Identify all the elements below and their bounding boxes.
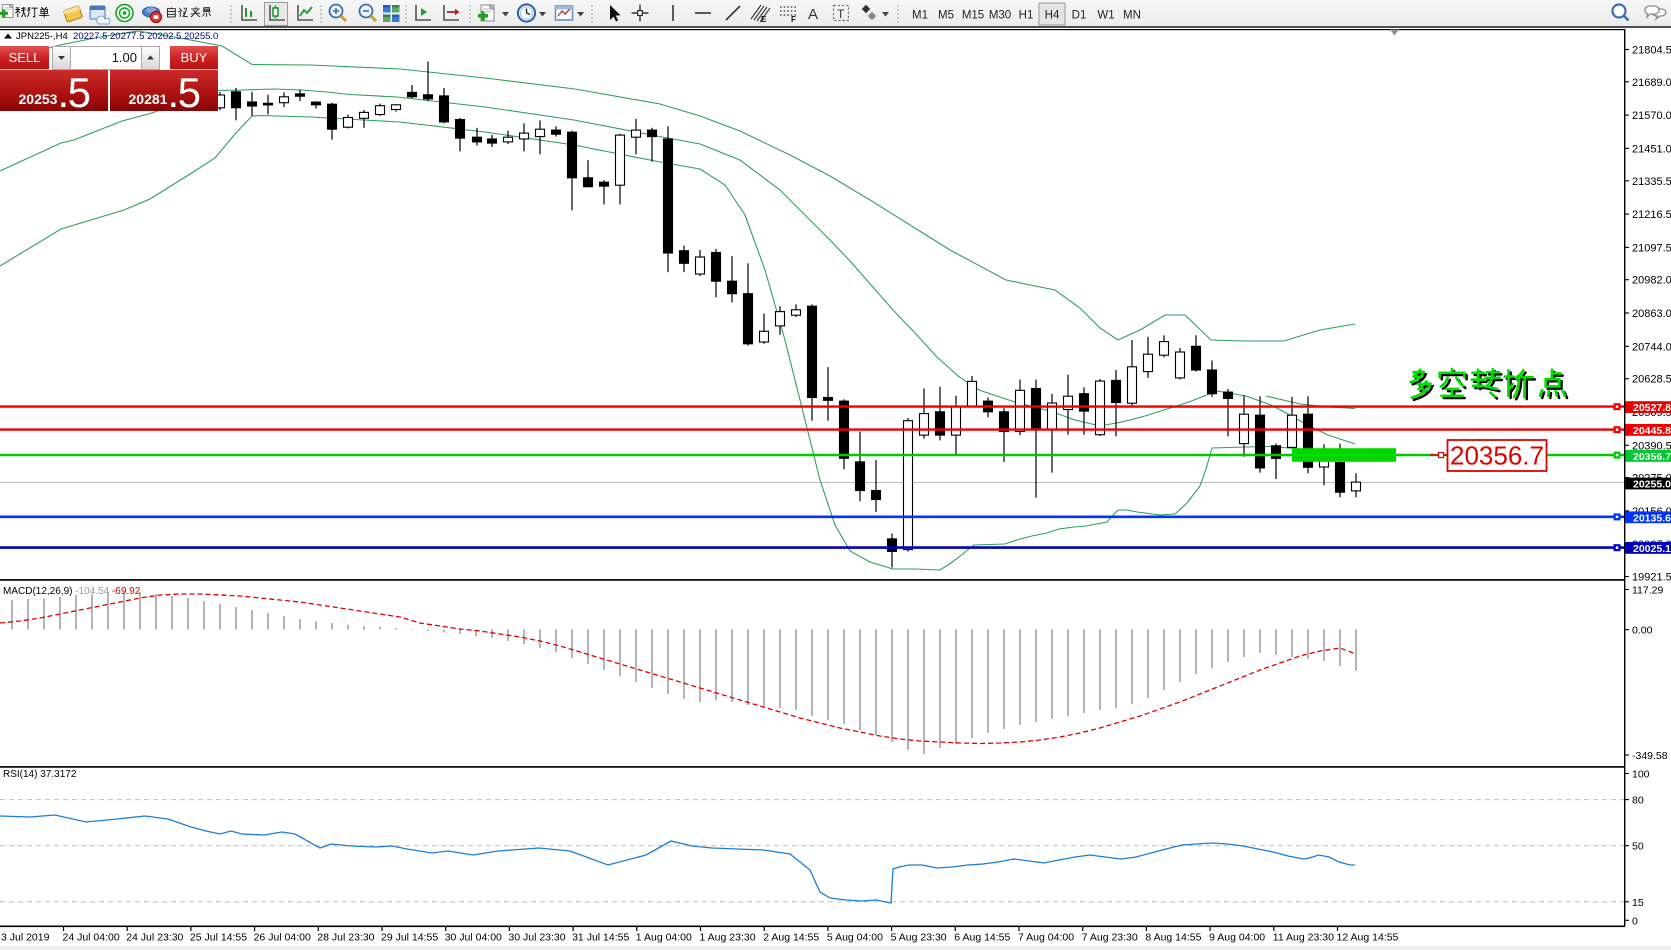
svg-text:24 Jul 04:00: 24 Jul 04:00 [63,932,120,944]
svg-text:0.00: 0.00 [1632,625,1653,637]
svg-text:0: 0 [1632,915,1638,927]
svg-text:30 Jul 23:30: 30 Jul 23:30 [508,932,565,944]
svg-text:MN: MN [1123,10,1141,22]
svg-text:T: T [837,7,845,21]
svg-text:50: 50 [1632,841,1644,853]
svg-text:21804.5: 21804.5 [1632,45,1671,57]
svg-text:W1: W1 [1097,10,1114,22]
svg-text:A: A [808,6,818,23]
svg-text:26 Jul 04:00: 26 Jul 04:00 [254,932,311,944]
svg-text:20025.1: 20025.1 [1633,543,1671,555]
svg-text:15: 15 [1632,897,1644,909]
svg-text:3 Jul 2019: 3 Jul 2019 [1,932,50,944]
svg-text:20445.8: 20445.8 [1633,425,1671,437]
svg-text:1 Aug 23:30: 1 Aug 23:30 [700,932,756,944]
svg-text:28 Jul 23:30: 28 Jul 23:30 [317,932,374,944]
svg-text:M1: M1 [912,10,928,22]
svg-text:8 Aug 14:55: 8 Aug 14:55 [1145,932,1201,944]
svg-text:117.29: 117.29 [1632,585,1663,597]
svg-text:21335.5: 21335.5 [1632,176,1671,188]
svg-text:21216.5: 21216.5 [1632,209,1671,221]
svg-text:21570.0: 21570.0 [1632,110,1671,122]
svg-text:20628.5: 20628.5 [1632,374,1671,386]
svg-text:2 Aug 14:55: 2 Aug 14:55 [763,932,819,944]
svg-text:9 Aug 04:00: 9 Aug 04:00 [1209,932,1265,944]
svg-text:100: 100 [1632,769,1650,781]
svg-text:M5: M5 [938,10,954,22]
svg-text:E: E [761,15,767,24]
svg-text:F: F [791,15,796,24]
svg-text:29 Jul 14:55: 29 Jul 14:55 [381,932,438,944]
svg-text:H4: H4 [1045,10,1060,22]
svg-text:21097.5: 21097.5 [1632,242,1671,254]
svg-text:5 Aug 23:30: 5 Aug 23:30 [891,932,947,944]
svg-text:21689.0: 21689.0 [1632,77,1671,89]
svg-text:30 Jul 04:00: 30 Jul 04:00 [445,932,502,944]
svg-text:D1: D1 [1072,10,1087,22]
svg-text:20982.0: 20982.0 [1632,275,1671,287]
svg-text:20527.8: 20527.8 [1633,402,1671,414]
svg-text:JPN225-,H4 20227.5 20277.5 20: JPN225-,H4 20227.5 20277.5 20202.5 20255… [16,31,218,42]
svg-text:M15: M15 [962,10,984,22]
svg-text:25 Jul 14:55: 25 Jul 14:55 [190,932,247,944]
svg-text:20356.7: 20356.7 [1450,441,1544,471]
svg-text:1 Aug 04:00: 1 Aug 04:00 [636,932,692,944]
svg-text:6 Aug 14:55: 6 Aug 14:55 [954,932,1010,944]
svg-text:RSI(14) 37.3172: RSI(14) 37.3172 [3,769,77,780]
svg-text:20356.7: 20356.7 [1633,451,1671,463]
svg-text:M30: M30 [989,10,1011,22]
svg-text:7 Aug 23:30: 7 Aug 23:30 [1082,932,1138,944]
svg-text:H1: H1 [1019,10,1034,22]
svg-text:-349.58: -349.58 [1632,750,1668,762]
svg-text:20863.0: 20863.0 [1632,308,1671,320]
svg-text:MACD(12,26,9) -104.54 -69.92: MACD(12,26,9) -104.54 -69.92 [3,586,141,597]
svg-text:5 Aug 04:00: 5 Aug 04:00 [827,932,883,944]
svg-text:20390.5: 20390.5 [1632,440,1671,452]
svg-text:7 Aug 04:00: 7 Aug 04:00 [1018,932,1074,944]
svg-text:80: 80 [1632,795,1644,807]
svg-text:24 Jul 23:30: 24 Jul 23:30 [126,932,183,944]
svg-text:11 Aug 23:30: 11 Aug 23:30 [1273,932,1334,944]
svg-text:20255.0: 20255.0 [1633,479,1671,491]
svg-text:12 Aug 14:55: 12 Aug 14:55 [1337,932,1399,944]
svg-text:20135.6: 20135.6 [1633,512,1671,524]
svg-text:19921.5: 19921.5 [1632,572,1671,584]
svg-text:20744.0: 20744.0 [1632,341,1671,353]
svg-text:21451.0: 21451.0 [1632,143,1671,155]
svg-text:31 Jul 14:55: 31 Jul 14:55 [572,932,629,944]
